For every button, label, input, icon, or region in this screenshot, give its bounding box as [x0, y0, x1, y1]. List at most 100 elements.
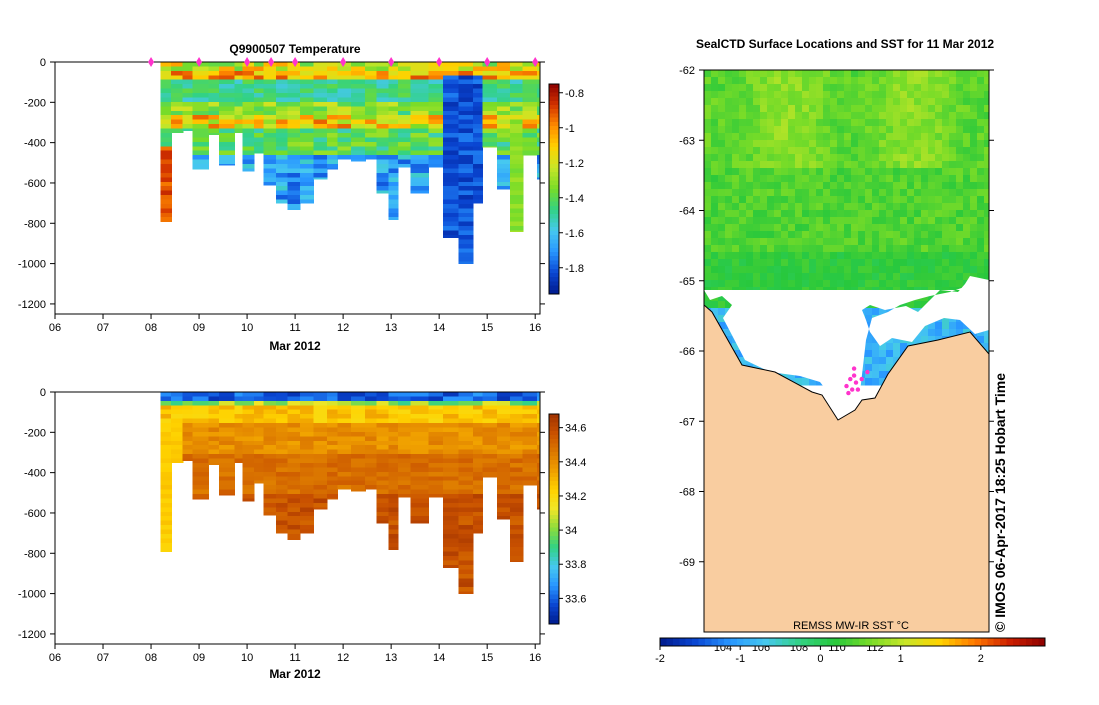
- sst-colorbar-cell: [775, 638, 783, 646]
- sst-cell: [956, 252, 964, 260]
- sst-cell: [949, 84, 957, 92]
- section-cell: [458, 542, 474, 548]
- section-cell: [365, 458, 378, 464]
- sst-cell: [788, 273, 796, 281]
- sst-cell: [921, 147, 929, 155]
- x-tick-label: 09: [193, 652, 205, 664]
- sst-cell: [760, 266, 768, 274]
- section-cell: [443, 458, 459, 464]
- section-cell: [287, 88, 301, 94]
- sst-cell: [830, 154, 838, 162]
- section-cell: [428, 101, 444, 107]
- sst-cell: [739, 119, 747, 127]
- section-cell: [376, 172, 389, 178]
- section-cell: [253, 119, 264, 125]
- section-cell: [275, 88, 288, 94]
- section-cell: [365, 463, 378, 468]
- sst-cell: [956, 112, 964, 120]
- section-cell: [482, 106, 498, 112]
- sst-cell: [963, 266, 971, 274]
- sst-cell: [984, 182, 989, 190]
- section-cell: [482, 454, 498, 460]
- section-cell: [443, 141, 459, 147]
- sst-cell: [970, 182, 978, 190]
- section-cell: [458, 70, 474, 76]
- section-cell: [326, 119, 338, 125]
- section-cell: [192, 498, 210, 500]
- colorbar-cell: [549, 607, 559, 612]
- section-cell: [376, 155, 389, 161]
- sst-cell: [739, 203, 747, 211]
- sst-cell: [858, 154, 866, 162]
- section-cell: [443, 155, 459, 161]
- section-cell: [443, 168, 459, 174]
- sst-cell: [970, 119, 978, 127]
- sst-colorbar-cell: [884, 638, 892, 646]
- sst-cell: [795, 84, 803, 92]
- section-cell: [443, 208, 459, 214]
- section-cell: [510, 423, 524, 428]
- sst-cell: [921, 112, 929, 120]
- sst-cell: [746, 210, 754, 218]
- sst-cell: [837, 245, 845, 253]
- section-cell: [472, 70, 483, 76]
- colorbar-cell: [549, 189, 559, 194]
- sst-cell: [844, 175, 852, 183]
- x-tick-label: 11: [289, 652, 300, 664]
- sst-cell: [886, 357, 894, 365]
- sst-cell: [886, 350, 894, 358]
- y-tick-label: -600: [24, 178, 46, 190]
- sst-cell: [844, 140, 852, 148]
- sst-cell: [907, 70, 915, 78]
- section-cell: [410, 440, 430, 446]
- section-cell: [388, 133, 399, 138]
- sst-cell: [816, 259, 824, 267]
- section-cell: [510, 511, 524, 517]
- section-cell: [510, 203, 524, 209]
- sst-cell: [732, 147, 740, 155]
- sst-cell: [977, 259, 985, 267]
- section-cell: [388, 400, 399, 406]
- section-cell: [458, 529, 474, 535]
- seal-location-dot: [865, 369, 870, 375]
- section-cell: [263, 97, 277, 103]
- sst-colorbar-tick-label: 0: [817, 653, 823, 665]
- sst-cell: [935, 105, 943, 113]
- sst-cell: [935, 112, 943, 120]
- section-cell: [350, 115, 366, 121]
- sst-cell: [739, 280, 747, 288]
- sst-cell: [907, 98, 915, 106]
- sst-cell: [865, 266, 873, 274]
- section-cell: [510, 88, 524, 94]
- section-cell: [482, 449, 498, 455]
- section-cell: [472, 124, 483, 130]
- profile-marker: [532, 57, 539, 67]
- section-cell: [376, 485, 389, 491]
- section-cell: [192, 436, 210, 442]
- section-cell: [326, 427, 338, 433]
- sst-cell: [865, 126, 873, 134]
- section-cell: [522, 146, 538, 152]
- sst-cell: [760, 231, 768, 239]
- sst-cell: [718, 273, 726, 281]
- section-cell: [443, 454, 459, 460]
- sst-cell: [837, 126, 845, 134]
- sst-cell: [949, 154, 957, 162]
- sst-cell: [753, 259, 761, 267]
- section-cell: [160, 445, 172, 451]
- section-cell: [537, 392, 541, 397]
- section-cell: [428, 79, 444, 85]
- section-cell: [160, 454, 172, 460]
- sst-cell: [935, 147, 943, 155]
- sst-cell: [928, 231, 936, 239]
- sst-cell: [893, 182, 901, 190]
- sst-cell: [788, 70, 796, 78]
- section-cell: [350, 445, 366, 451]
- sst-colorbar-cell: [1038, 638, 1046, 646]
- colorbar-tick-label: -0.8: [565, 88, 584, 100]
- section-cell: [160, 190, 172, 196]
- section-cell: [510, 516, 524, 522]
- sst-colorbar-cell: [846, 638, 853, 646]
- sst-cell: [858, 273, 866, 281]
- section-cell: [443, 418, 459, 424]
